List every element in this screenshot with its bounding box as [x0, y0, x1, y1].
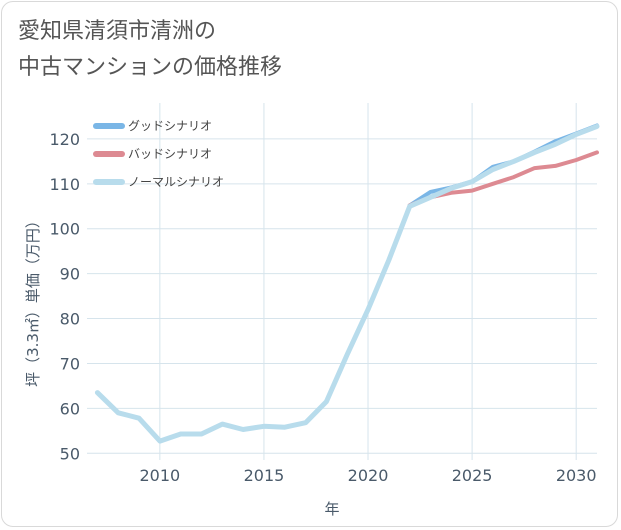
y-tick-label: 100: [49, 220, 80, 239]
page-title: 愛知県清須市清洲の 中古マンションの価格推移: [18, 14, 282, 86]
legend-label-1: バッドシナリオ: [128, 147, 212, 161]
y-tick-label: 110: [49, 175, 80, 194]
y-tick-label: 60: [60, 399, 80, 418]
x-tick-label: 2015: [244, 466, 285, 485]
title-line-2: 中古マンションの価格推移: [18, 55, 283, 80]
x-tick-label: 2025: [452, 466, 493, 485]
y-axis-label: 坪（3.3㎡）単価（万円）: [24, 213, 42, 387]
grid: [87, 103, 597, 460]
y-tick-label: 50: [60, 444, 80, 463]
x-tick-label: 2010: [139, 466, 180, 485]
legend-label-2: ノーマルシナリオ: [128, 175, 224, 189]
x-axis-label: 年: [324, 500, 339, 518]
series-line-2: [94, 123, 600, 444]
y-tick-label: 80: [60, 310, 80, 329]
x-ticks: 2010 2015 2020 2025 2030: [139, 466, 596, 485]
y-tick-label: 90: [60, 265, 80, 284]
title-line-1: 愛知県清須市清洲の: [18, 19, 217, 44]
series-lines: [94, 123, 600, 444]
legend-label-0: グッドシナリオ: [128, 119, 212, 133]
x-tick-label: 2020: [348, 466, 389, 485]
y-tick-label: 120: [49, 130, 80, 149]
y-tick-label: 70: [60, 354, 80, 373]
x-tick-label: 2030: [556, 466, 597, 485]
y-ticks: 50 60 70 80 90 100 110 120: [49, 130, 80, 463]
